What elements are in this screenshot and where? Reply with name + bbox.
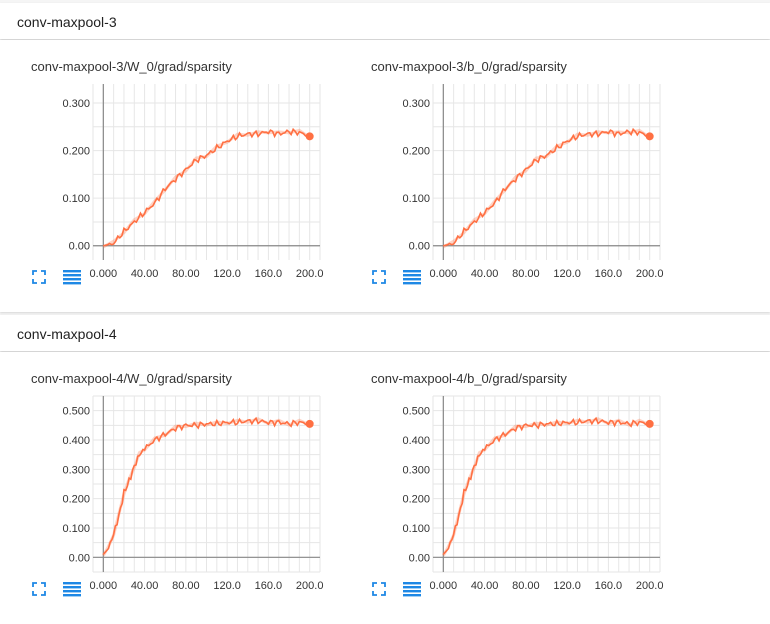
- fullscreen-icon[interactable]: [28, 578, 50, 600]
- scalar-card: conv-maxpool-4/b_0/grad/sparsity 0.00 0.1…: [371, 371, 701, 621]
- x-tick-label: 80.00: [512, 580, 540, 592]
- series-line: [442, 416, 650, 555]
- series-end-point: [645, 419, 654, 428]
- chart[interactable]: 0.00 0.100 0.200 0.300 0.400 0.500 0.000 40.00 8…: [31, 391, 331, 592]
- data-table-icon[interactable]: [61, 578, 83, 600]
- y-tick-label: 0.100: [402, 523, 430, 535]
- x-tick-label: 0.000: [90, 268, 118, 280]
- x-tick-label: 0.000: [430, 580, 458, 592]
- x-tick-label: 120.0: [553, 268, 581, 280]
- card-title: conv-maxpool-4/b_0/grad/sparsity: [371, 371, 567, 386]
- series-line: [102, 416, 310, 555]
- x-tick-label: 0.000: [90, 580, 118, 592]
- y-tick-label: 0.500: [402, 406, 430, 418]
- y-tick-label: 0.00: [69, 552, 90, 564]
- card-title: conv-maxpool-3/W_0/grad/sparsity: [31, 59, 232, 74]
- y-tick-label: 0.100: [402, 193, 430, 205]
- group-title: conv-maxpool-4: [17, 326, 117, 342]
- x-tick-label: 200.0: [296, 268, 324, 280]
- y-tick-label: 0.400: [402, 435, 430, 447]
- group-title: conv-maxpool-3: [17, 14, 117, 30]
- x-tick-label: 200.0: [636, 580, 664, 592]
- fullscreen-icon[interactable]: [368, 266, 390, 288]
- x-tick-label: 120.0: [553, 580, 581, 592]
- y-tick-label: 0.100: [62, 523, 90, 535]
- fullscreen-icon[interactable]: [368, 578, 390, 600]
- scalar-card: conv-maxpool-3/W_0/grad/sparsity 0.00 0.1…: [31, 59, 361, 309]
- x-tick-label: 40.00: [131, 268, 159, 280]
- y-tick-label: 0.300: [402, 98, 430, 110]
- y-tick-label: 0.00: [409, 241, 430, 253]
- chart[interactable]: 0.00 0.100 0.200 0.300 0.000 40.00 80.00 120.0 1…: [371, 79, 671, 280]
- x-tick-label: 80.00: [172, 580, 200, 592]
- series-end-point: [645, 132, 654, 141]
- x-tick-label: 160.0: [595, 268, 623, 280]
- card-title: conv-maxpool-4/W_0/grad/sparsity: [31, 371, 232, 386]
- y-tick-label: 0.500: [62, 406, 90, 418]
- group-header[interactable]: conv-maxpool-4: [0, 315, 770, 351]
- y-tick-label: 0.200: [62, 494, 90, 506]
- y-tick-label: 0.300: [62, 98, 90, 110]
- series-line: [443, 127, 650, 247]
- data-table-icon[interactable]: [401, 578, 423, 600]
- y-tick-label: 0.100: [62, 193, 90, 205]
- series-line: [103, 127, 310, 247]
- series-end-point: [305, 419, 314, 428]
- y-tick-label: 0.300: [62, 464, 90, 476]
- card-title: conv-maxpool-3/b_0/grad/sparsity: [371, 59, 567, 74]
- y-tick-label: 0.200: [62, 146, 90, 158]
- y-tick-label: 0.400: [62, 435, 90, 447]
- data-table-icon[interactable]: [61, 266, 83, 288]
- scalar-card: conv-maxpool-4/W_0/grad/sparsity 0.00 0.1…: [31, 371, 361, 621]
- x-tick-label: 0.000: [430, 268, 458, 280]
- y-tick-label: 0.300: [402, 464, 430, 476]
- x-tick-label: 40.00: [471, 580, 499, 592]
- x-tick-label: 120.0: [213, 580, 241, 592]
- x-tick-label: 160.0: [255, 580, 283, 592]
- group-body: conv-maxpool-4/W_0/grad/sparsity 0.00 0.1…: [0, 352, 770, 624]
- x-tick-label: 200.0: [296, 580, 324, 592]
- group-header[interactable]: conv-maxpool-3: [0, 3, 770, 39]
- group-body: conv-maxpool-3/W_0/grad/sparsity 0.00 0.1…: [0, 40, 770, 312]
- x-tick-label: 200.0: [636, 268, 664, 280]
- x-tick-label: 40.00: [131, 580, 159, 592]
- y-tick-label: 0.00: [409, 552, 430, 564]
- x-tick-label: 40.00: [471, 268, 499, 280]
- data-table-icon[interactable]: [401, 266, 423, 288]
- series-end-point: [305, 132, 314, 141]
- chart[interactable]: 0.00 0.100 0.200 0.300 0.000 40.00 80.00 120.0 1…: [31, 79, 331, 280]
- fullscreen-icon[interactable]: [28, 266, 50, 288]
- y-tick-label: 0.200: [402, 146, 430, 158]
- y-tick-label: 0.200: [402, 494, 430, 506]
- x-tick-label: 120.0: [213, 268, 241, 280]
- x-tick-label: 80.00: [172, 268, 200, 280]
- y-tick-label: 0.00: [69, 241, 90, 253]
- x-tick-label: 160.0: [255, 268, 283, 280]
- x-tick-label: 80.00: [512, 268, 540, 280]
- x-tick-label: 160.0: [595, 580, 623, 592]
- chart[interactable]: 0.00 0.100 0.200 0.300 0.400 0.500 0.000 40.00 8…: [371, 391, 671, 592]
- scalar-card: conv-maxpool-3/b_0/grad/sparsity 0.00 0.1…: [371, 59, 701, 309]
